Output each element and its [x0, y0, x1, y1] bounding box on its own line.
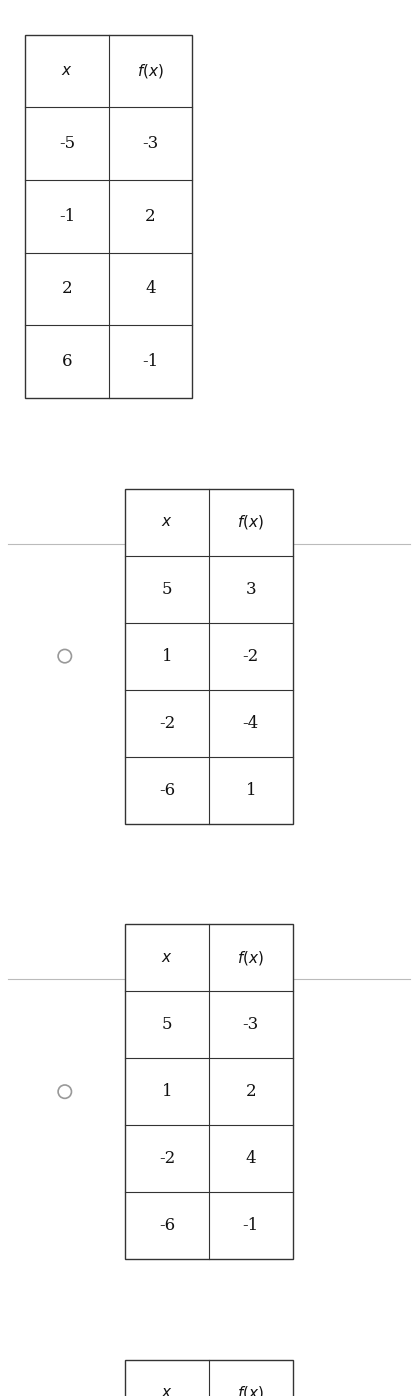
Bar [125, 924, 293, 1259]
Text: -1: -1 [59, 208, 75, 225]
Text: $x$: $x$ [161, 1386, 173, 1396]
Text: -4: -4 [243, 715, 259, 732]
Text: 4: 4 [245, 1150, 256, 1167]
Text: -6: -6 [159, 1217, 175, 1234]
Text: 1: 1 [245, 782, 256, 799]
Text: -2: -2 [159, 1150, 175, 1167]
Text: $f(x)$: $f(x)$ [237, 514, 264, 530]
Text: $x$: $x$ [161, 951, 173, 965]
Text: 1: 1 [162, 648, 173, 664]
Text: -2: -2 [243, 648, 259, 664]
Text: 4: 4 [145, 281, 156, 297]
Text: -2: -2 [159, 715, 175, 732]
Text: -3: -3 [243, 1016, 259, 1033]
Bar [25, 35, 192, 398]
Text: -1: -1 [143, 353, 158, 370]
Text: -5: -5 [59, 135, 75, 152]
Text: -1: -1 [243, 1217, 259, 1234]
Text: -6: -6 [159, 782, 175, 799]
Text: 5: 5 [162, 1016, 173, 1033]
Text: 2: 2 [61, 281, 72, 297]
Text: 5: 5 [162, 581, 173, 597]
Text: 1: 1 [162, 1083, 173, 1100]
Bar [125, 1360, 293, 1396]
Text: 6: 6 [61, 353, 72, 370]
Text: $x$: $x$ [61, 64, 73, 78]
Text: -3: -3 [143, 135, 158, 152]
Text: $f(x)$: $f(x)$ [237, 949, 264, 966]
Text: $x$: $x$ [161, 515, 173, 529]
Text: 2: 2 [145, 208, 156, 225]
Bar [125, 489, 293, 824]
Text: 3: 3 [245, 581, 256, 597]
Text: $f(x)$: $f(x)$ [237, 1385, 264, 1396]
Text: 2: 2 [245, 1083, 256, 1100]
Text: $f(x)$: $f(x)$ [137, 63, 164, 80]
